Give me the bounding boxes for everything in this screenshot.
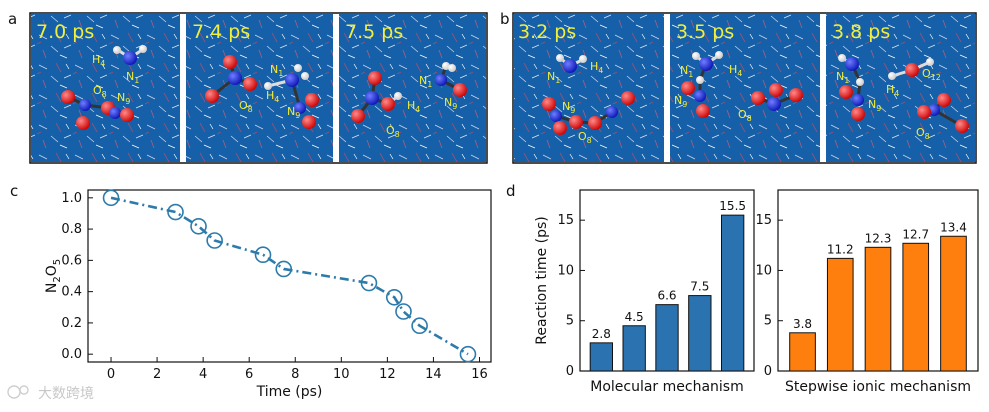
chart-d-molecular: 0 5 10 15 2.8 4.5 6.6 7.5 15.5 Molecular mechanis…	[534, 189, 755, 395]
x-tick-label: 0	[107, 367, 115, 382]
bar-value-label: 12.7	[902, 227, 929, 241]
bar-value-label: 6.6	[657, 289, 676, 303]
y-tick-label: 0.0	[61, 347, 82, 362]
snapshot-b2: 3.5 ps N1 H4 N9 O8	[670, 14, 820, 162]
panel-label-a: a	[8, 10, 17, 28]
snapshot-time: 3.5 ps	[676, 21, 734, 43]
snapshot-a3: 7.5 ps N1 N9 H4 O8	[339, 14, 486, 162]
data-point	[360, 274, 378, 292]
bar	[902, 242, 930, 372]
chart-d-ionic: 0 5 10 15 3.8 11.2 12.3 12.7 13.4 Stepwise ionic …	[755, 189, 979, 395]
x-tick-label: 2	[153, 367, 161, 382]
bar	[940, 235, 967, 372]
data-point	[190, 217, 207, 235]
snapshot-time: 3.8 ps	[832, 21, 890, 43]
bar-value-label: 15.5	[719, 199, 746, 213]
y-tick-label: 0.2	[61, 316, 82, 331]
x-axis-label: Stepwise ionic mechanism	[785, 379, 971, 395]
snapshot-a1: 7.0 ps H4 N1 O8 N9	[31, 14, 180, 162]
bar	[622, 325, 646, 372]
y-tick-label: 5	[566, 314, 574, 329]
snapshot-time: 3.2 ps	[518, 21, 576, 43]
bar	[826, 257, 854, 372]
panel-label-d: d	[506, 182, 516, 200]
y-tick-label: 1.0	[61, 191, 82, 206]
x-axis-label: Time (ps)	[256, 384, 323, 400]
snapshot-time: 7.5 ps	[345, 21, 403, 43]
y-tick-label: 0.4	[61, 285, 82, 300]
y-tick-label: 0	[764, 364, 772, 379]
bar-value-label: 7.5	[690, 280, 709, 294]
y-axis-label: N2O5	[44, 259, 63, 293]
bar-value-label: 4.5	[625, 310, 644, 324]
snapshot-time: 7.0 ps	[36, 21, 94, 43]
y-tick-label: 10	[557, 263, 574, 278]
data-point	[254, 246, 272, 264]
bar	[720, 214, 745, 372]
bar-value-label: 12.3	[865, 231, 892, 245]
snapshot-a2: 7.4 ps N1 H4 O8 N9	[186, 14, 333, 162]
bar-value-label: 3.8	[793, 317, 812, 331]
y-tick-label: 5	[764, 314, 772, 329]
watermark-text: 大数跨境	[38, 386, 94, 402]
x-axis-label: Molecular mechanism	[590, 379, 744, 395]
bar	[864, 246, 892, 372]
watermark: 大数跨境	[7, 385, 94, 402]
chart-c: 0 2 4 6 8 10 12 14 16 0.0 0.2 0.4 0.6 0.8 1.0 Time (ps)…	[44, 189, 492, 400]
panel-label-b: b	[500, 10, 510, 28]
x-tick-label: 12	[379, 367, 396, 382]
x-tick-label: 10	[333, 367, 350, 382]
y-tick-label: 15	[557, 213, 574, 228]
data-point	[206, 232, 223, 249]
x-tick-label: 8	[291, 367, 299, 382]
x-tick-label: 4	[199, 367, 207, 382]
x-tick-label: 6	[245, 367, 253, 382]
bar	[688, 295, 712, 372]
y-tick-label: 10	[755, 263, 772, 278]
y-tick-label: 0.8	[61, 222, 82, 237]
y-tick-label: 0	[566, 364, 574, 379]
y-tick-label: 15	[755, 213, 772, 228]
data-point	[459, 345, 477, 363]
bar	[789, 332, 816, 372]
data-point	[395, 303, 412, 320]
bar	[655, 304, 679, 372]
data-point	[102, 189, 120, 207]
panel-b-frame	[512, 12, 977, 164]
y-tick-label: 0.6	[61, 253, 82, 268]
bar-value-label: 11.2	[827, 242, 854, 256]
bar-value-label: 13.4	[940, 220, 967, 234]
snapshot-b3: 3.8 ps N1 H4 O12 N9 O8	[826, 14, 975, 162]
data-point	[385, 288, 403, 306]
data-point	[275, 260, 293, 278]
snapshot-time: 7.4 ps	[192, 21, 250, 43]
data-point	[167, 203, 184, 221]
plot-frame	[87, 189, 492, 363]
bar-value-label: 2.8	[592, 327, 611, 341]
bar	[589, 342, 614, 372]
data-point	[411, 317, 428, 335]
x-tick-label: 16	[471, 367, 488, 382]
x-tick-label: 14	[425, 367, 442, 382]
panel-label-c: c	[10, 182, 18, 200]
panel-a-frame	[29, 12, 488, 164]
watermark-logo-icon	[7, 385, 21, 399]
y-axis-label: Reaction time (ps)	[534, 216, 550, 344]
snapshot-b1: 3.2 ps N1 H4 N9 O8	[514, 14, 664, 162]
